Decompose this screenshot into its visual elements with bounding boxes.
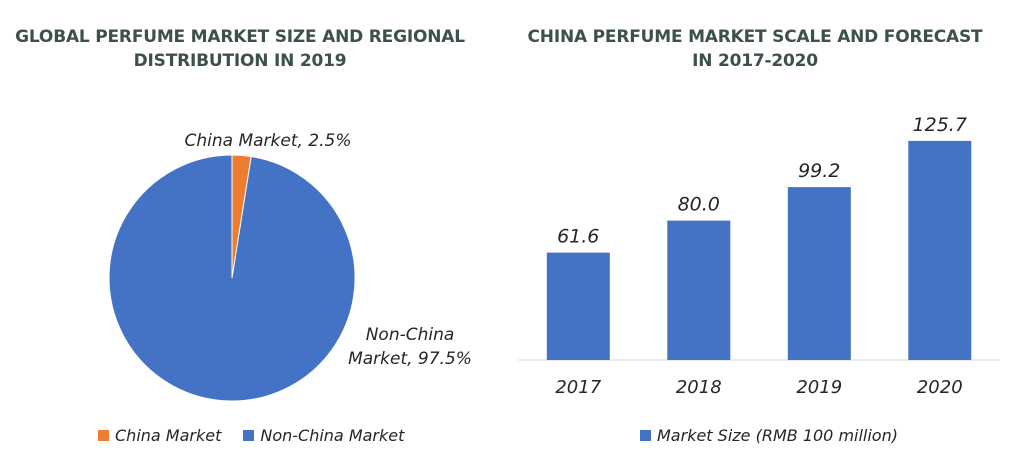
x-tick-label-2019: 2019 <box>796 377 842 398</box>
legend-china-market: China Market <box>115 426 222 445</box>
bar-legend: Market Size (RMB 100 million) <box>640 426 898 445</box>
pie-label-non-china-line2: Market, 97.5% <box>348 349 472 369</box>
legend-market-size: Market Size (RMB 100 million) <box>657 426 898 445</box>
pie-label-china-market: China Market, 2.5% <box>184 131 351 151</box>
bar-value-label-2017: 61.6 <box>557 226 599 248</box>
bar-2019 <box>787 187 851 360</box>
non-china-market-swatch <box>243 430 255 441</box>
bar-chart-title: CHINA PERFUME MARKET SCALE AND FORECAST … <box>527 27 983 71</box>
bar-chart: 61.6 2017 80.0 2018 99.2 2019 125.7 2020 <box>518 114 1000 398</box>
china-market-swatch <box>98 430 109 441</box>
market-size-swatch <box>640 430 651 441</box>
x-tick-label-2017: 2017 <box>555 377 601 398</box>
x-tick-label-2020: 2020 <box>917 377 963 398</box>
bar-2018 <box>667 220 731 360</box>
pie-label-non-china-line1: Non-China <box>366 325 455 345</box>
pie-chart-title: GLOBAL PERFUME MARKET SIZE AND REGIONAL … <box>15 27 465 71</box>
bar-value-label-2019: 99.2 <box>798 160 840 182</box>
pie-chart: China Market, 2.5% Non-China Market, 97.5% <box>108 131 472 402</box>
pie-legend: China Market Non-China Market <box>98 426 404 445</box>
bar-2020 <box>908 140 972 360</box>
x-tick-label-2018: 2018 <box>676 377 722 398</box>
bar-value-label-2018: 80.0 <box>678 194 720 216</box>
legend-non-china-market: Non-China Market <box>260 426 405 445</box>
pie-slice-non-china-market <box>108 154 356 402</box>
bar-2017 <box>546 252 610 360</box>
bar-value-label-2020: 125.7 <box>913 114 967 136</box>
